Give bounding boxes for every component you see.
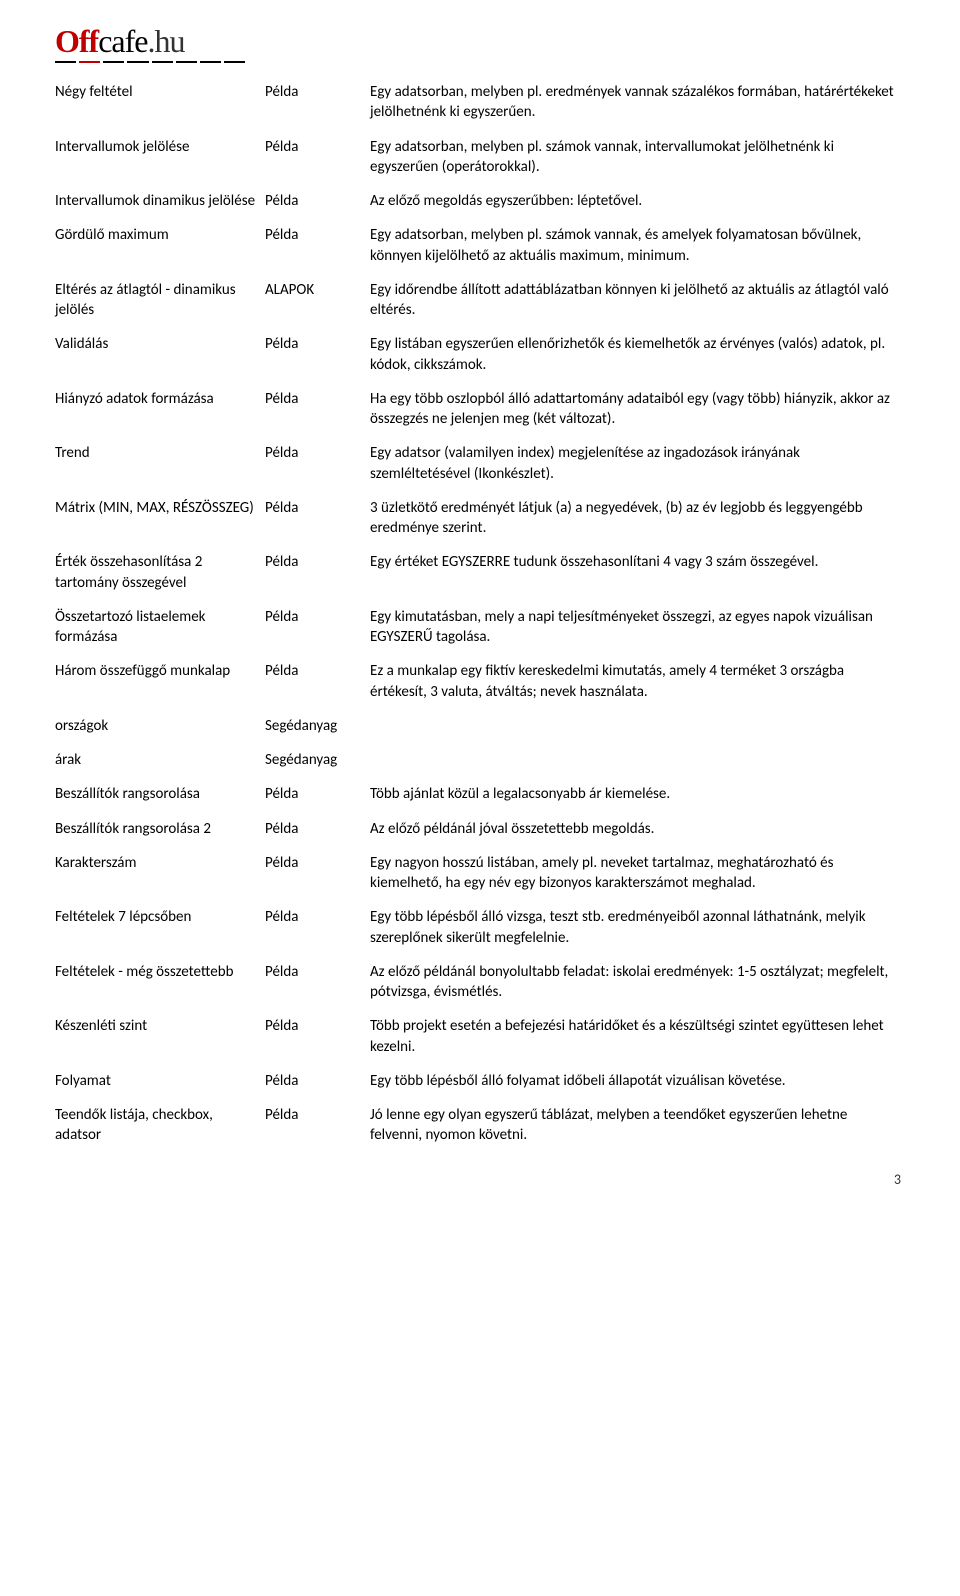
page-number: 3 — [55, 1171, 905, 1190]
type-cell: Példa — [265, 491, 370, 546]
topic-cell: Teendők listája, checkbox, adatsor — [55, 1098, 265, 1153]
table-row: árakSegédanyag — [55, 743, 905, 777]
site-logo: Offcafe.hu — [55, 20, 905, 63]
topic-cell: Eltérés az átlagtól - dinamikus jelölés — [55, 273, 265, 328]
description-cell: Jó lenne egy olyan egyszerű táblázat, me… — [370, 1098, 905, 1153]
topic-cell: Beszállítók rangsorolása 2 — [55, 812, 265, 846]
topic-cell: Intervallumok jelölése — [55, 130, 265, 185]
topic-cell: Összetartozó listaelemek formázása — [55, 600, 265, 655]
table-row: Teendők listája, checkbox, adatsorPéldaJ… — [55, 1098, 905, 1153]
description-cell — [370, 709, 905, 743]
description-cell: Egy több lépésből álló vizsga, teszt stb… — [370, 900, 905, 955]
description-cell: Egy adatsorban, melyben pl. számok vanna… — [370, 218, 905, 273]
type-cell: Példa — [265, 812, 370, 846]
table-row: Összetartozó listaelemek formázásaPéldaE… — [55, 600, 905, 655]
table-row: Gördülő maximumPéldaEgy adatsorban, mely… — [55, 218, 905, 273]
description-cell: Az előző példánál jóval összetettebb meg… — [370, 812, 905, 846]
topic-cell: Gördülő maximum — [55, 218, 265, 273]
description-cell: Egy több lépésből álló folyamat időbeli … — [370, 1064, 905, 1098]
logo-part-off: Off — [55, 23, 98, 59]
type-cell: Segédanyag — [265, 743, 370, 777]
table-row: KarakterszámPéldaEgy nagyon hosszú listá… — [55, 846, 905, 901]
logo-underline — [55, 61, 245, 63]
type-cell: Példa — [265, 900, 370, 955]
type-cell: Példa — [265, 846, 370, 901]
type-cell: Példa — [265, 955, 370, 1010]
topic-cell: Trend — [55, 436, 265, 491]
type-cell: Példa — [265, 327, 370, 382]
type-cell: Példa — [265, 436, 370, 491]
description-cell: 3 üzletkötő eredményét látjuk (a) a negy… — [370, 491, 905, 546]
type-cell: Segédanyag — [265, 709, 370, 743]
description-cell: Több ajánlat közül a legalacsonyabb ár k… — [370, 777, 905, 811]
type-cell: Példa — [265, 382, 370, 437]
table-row: Feltételek - még összetettebbPéldaAz elő… — [55, 955, 905, 1010]
table-row: Négy feltételPéldaEgy adatsorban, melybe… — [55, 75, 905, 130]
type-cell: Példa — [265, 1009, 370, 1064]
table-row: Intervallumok dinamikus jelölésePéldaAz … — [55, 184, 905, 218]
table-row: Eltérés az átlagtól - dinamikus jelölésA… — [55, 273, 905, 328]
type-cell: Példa — [265, 1064, 370, 1098]
type-cell: Példa — [265, 600, 370, 655]
topic-cell: Három összefüggő munkalap — [55, 654, 265, 709]
type-cell: Példa — [265, 184, 370, 218]
topic-cell: Beszállítók rangsorolása — [55, 777, 265, 811]
topic-cell: Érték összehasonlítása 2 tartomány össze… — [55, 545, 265, 600]
table-row: TrendPéldaEgy adatsor (valamilyen index)… — [55, 436, 905, 491]
description-cell: Több projekt esetén a befejezési határid… — [370, 1009, 905, 1064]
table-row: Érték összehasonlítása 2 tartomány össze… — [55, 545, 905, 600]
description-cell: Ha egy több oszlopból álló adattartomány… — [370, 382, 905, 437]
table-row: ValidálásPéldaEgy listában egyszerűen el… — [55, 327, 905, 382]
logo-part-hu: .hu — [147, 23, 184, 59]
type-cell: Példa — [265, 545, 370, 600]
description-cell: Egy kimutatásban, mely a napi teljesítmé… — [370, 600, 905, 655]
description-cell: Egy adatsorban, melyben pl. számok vanna… — [370, 130, 905, 185]
type-cell: Példa — [265, 130, 370, 185]
table-row: Három összefüggő munkalapPéldaEz a munka… — [55, 654, 905, 709]
table-row: Feltételek 7 lépcsőbenPéldaEgy több lépé… — [55, 900, 905, 955]
table-row: Beszállítók rangsorolásaPéldaTöbb ajánla… — [55, 777, 905, 811]
topic-cell: Feltételek 7 lépcsőben — [55, 900, 265, 955]
topic-cell: Készenléti szint — [55, 1009, 265, 1064]
type-cell: ALAPOK — [265, 273, 370, 328]
description-cell: Ez a munkalap egy fiktív kereskedelmi ki… — [370, 654, 905, 709]
table-row: Intervallumok jelölésePéldaEgy adatsorba… — [55, 130, 905, 185]
description-cell: Egy nagyon hosszú listában, amely pl. ne… — [370, 846, 905, 901]
topic-cell: Hiányzó adatok formázása — [55, 382, 265, 437]
description-cell: Egy adatsorban, melyben pl. eredmények v… — [370, 75, 905, 130]
topic-cell: országok — [55, 709, 265, 743]
type-cell: Példa — [265, 654, 370, 709]
topic-cell: Mátrix (MIN, MAX, RÉSZÖSSZEG) — [55, 491, 265, 546]
table-row: FolyamatPéldaEgy több lépésből álló foly… — [55, 1064, 905, 1098]
table-row: Mátrix (MIN, MAX, RÉSZÖSSZEG)Példa3 üzle… — [55, 491, 905, 546]
description-cell: Egy időrendbe állított adattáblázatban k… — [370, 273, 905, 328]
description-cell: Az előző megoldás egyszerűbben: léptetőv… — [370, 184, 905, 218]
description-cell: Egy listában egyszerűen ellenőrizhetők é… — [370, 327, 905, 382]
topic-cell: Feltételek - még összetettebb — [55, 955, 265, 1010]
description-cell — [370, 743, 905, 777]
topic-cell: árak — [55, 743, 265, 777]
type-cell: Példa — [265, 777, 370, 811]
description-cell: Az előző példánál bonyolultabb feladat: … — [370, 955, 905, 1010]
topic-cell: Karakterszám — [55, 846, 265, 901]
type-cell: Példa — [265, 75, 370, 130]
logo-part-cafe: cafe — [98, 23, 147, 59]
table-row: országokSegédanyag — [55, 709, 905, 743]
description-cell: Egy adatsor (valamilyen index) megjelení… — [370, 436, 905, 491]
table-row: Készenléti szintPéldaTöbb projekt esetén… — [55, 1009, 905, 1064]
description-cell: Egy értéket EGYSZERRE tudunk összehasonl… — [370, 545, 905, 600]
topic-cell: Validálás — [55, 327, 265, 382]
table-row: Beszállítók rangsorolása 2PéldaAz előző … — [55, 812, 905, 846]
type-cell: Példa — [265, 1098, 370, 1153]
topic-cell: Intervallumok dinamikus jelölése — [55, 184, 265, 218]
content-table: Négy feltételPéldaEgy adatsorban, melybe… — [55, 75, 905, 1153]
topic-cell: Négy feltétel — [55, 75, 265, 130]
table-row: Hiányzó adatok formázásaPéldaHa egy több… — [55, 382, 905, 437]
type-cell: Példa — [265, 218, 370, 273]
topic-cell: Folyamat — [55, 1064, 265, 1098]
